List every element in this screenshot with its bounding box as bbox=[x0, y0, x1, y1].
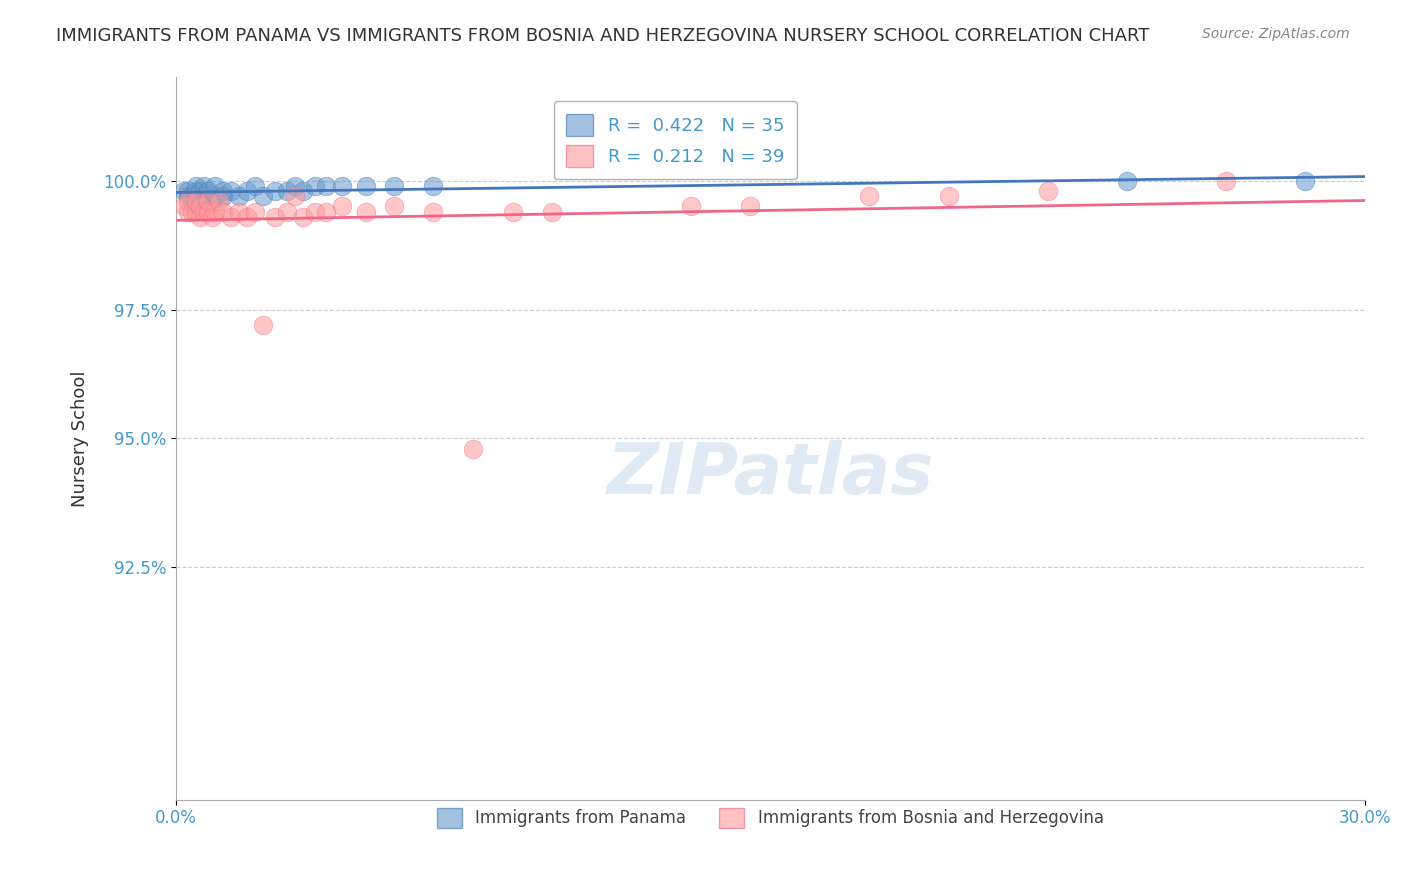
Point bbox=[330, 178, 353, 193]
Point bbox=[197, 194, 219, 209]
Point bbox=[740, 199, 762, 213]
Point bbox=[212, 184, 235, 198]
Text: ZIPatlas: ZIPatlas bbox=[606, 440, 934, 509]
Point bbox=[200, 194, 222, 209]
Point bbox=[184, 178, 207, 193]
Point bbox=[1294, 173, 1316, 187]
Point bbox=[236, 184, 259, 198]
Point bbox=[208, 194, 231, 209]
Point bbox=[679, 199, 702, 213]
Point bbox=[180, 204, 202, 219]
Point bbox=[228, 189, 250, 203]
Point bbox=[177, 184, 200, 198]
Point bbox=[221, 210, 243, 224]
Point bbox=[184, 189, 207, 203]
Point bbox=[180, 194, 202, 209]
Point bbox=[382, 199, 405, 213]
Point bbox=[184, 184, 207, 198]
Point bbox=[461, 442, 484, 456]
Point bbox=[382, 178, 405, 193]
Point bbox=[304, 204, 326, 219]
Point bbox=[291, 184, 314, 198]
Point bbox=[177, 189, 200, 203]
Point bbox=[264, 210, 287, 224]
Point bbox=[173, 184, 195, 198]
Point bbox=[177, 194, 200, 209]
Point bbox=[188, 210, 211, 224]
Point bbox=[1116, 173, 1139, 187]
Point bbox=[193, 189, 215, 203]
Point bbox=[284, 178, 307, 193]
Point bbox=[188, 199, 211, 213]
Point bbox=[236, 210, 259, 224]
Text: IMMIGRANTS FROM PANAMA VS IMMIGRANTS FROM BOSNIA AND HERZEGOVINA NURSERY SCHOOL : IMMIGRANTS FROM PANAMA VS IMMIGRANTS FRO… bbox=[56, 27, 1150, 45]
Point bbox=[1215, 173, 1237, 187]
Point bbox=[284, 189, 307, 203]
Point bbox=[422, 178, 444, 193]
Point bbox=[291, 210, 314, 224]
Point bbox=[204, 178, 226, 193]
Point bbox=[354, 178, 377, 193]
Point bbox=[228, 204, 250, 219]
Point bbox=[541, 204, 564, 219]
Point bbox=[502, 204, 524, 219]
Point bbox=[173, 199, 195, 213]
Point bbox=[315, 178, 337, 193]
Point bbox=[193, 204, 215, 219]
Point bbox=[204, 189, 226, 203]
Point bbox=[204, 204, 226, 219]
Point bbox=[243, 178, 266, 193]
Point bbox=[422, 204, 444, 219]
Point bbox=[177, 204, 200, 219]
Point bbox=[243, 204, 266, 219]
Point bbox=[188, 194, 211, 209]
Point bbox=[1036, 184, 1059, 198]
Point bbox=[188, 184, 211, 198]
Point bbox=[304, 178, 326, 193]
Point bbox=[193, 178, 215, 193]
Point bbox=[197, 184, 219, 198]
Point bbox=[184, 204, 207, 219]
Point bbox=[315, 204, 337, 219]
Point bbox=[221, 184, 243, 198]
Point bbox=[276, 184, 298, 198]
Point bbox=[264, 184, 287, 198]
Point bbox=[200, 210, 222, 224]
Point bbox=[938, 189, 960, 203]
Point bbox=[184, 194, 207, 209]
Text: Source: ZipAtlas.com: Source: ZipAtlas.com bbox=[1202, 27, 1350, 41]
Point bbox=[252, 318, 274, 332]
Y-axis label: Nursery School: Nursery School bbox=[72, 370, 89, 507]
Point bbox=[858, 189, 880, 203]
Point bbox=[212, 189, 235, 203]
Point bbox=[330, 199, 353, 213]
Point bbox=[252, 189, 274, 203]
Legend: Immigrants from Panama, Immigrants from Bosnia and Herzegovina: Immigrants from Panama, Immigrants from … bbox=[430, 801, 1111, 835]
Point bbox=[197, 204, 219, 219]
Point bbox=[212, 204, 235, 219]
Point bbox=[180, 189, 202, 203]
Point bbox=[354, 204, 377, 219]
Point bbox=[276, 204, 298, 219]
